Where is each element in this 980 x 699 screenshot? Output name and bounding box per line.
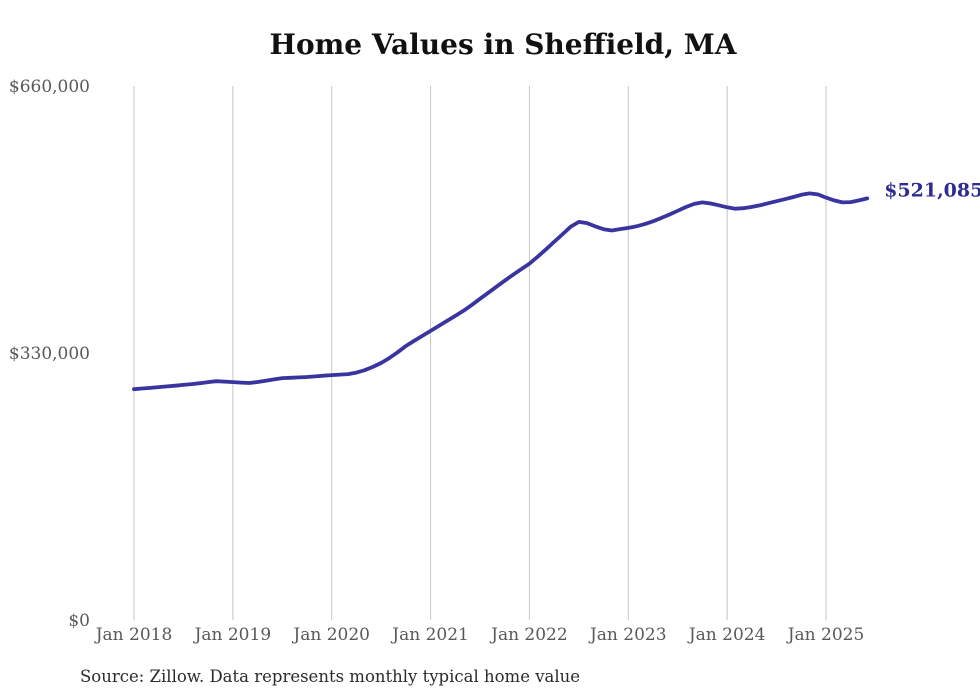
chart-title: Home Values in Sheffield, MA xyxy=(270,28,738,61)
x-tick-label: Jan 2025 xyxy=(786,625,865,645)
x-tick-label: Jan 2024 xyxy=(687,625,766,645)
x-tick-label: Jan 2020 xyxy=(291,625,370,645)
source-note: Source: Zillow. Data represents monthly … xyxy=(80,667,580,686)
gridlines xyxy=(133,86,827,620)
x-tick-label: Jan 2021 xyxy=(390,625,469,645)
x-tick-label: Jan 2019 xyxy=(193,625,272,645)
x-axis-tick-labels: Jan 2018 Jan 2019 Jan 2020 Jan 2021 Jan 2022… xyxy=(94,625,865,645)
home-value-line xyxy=(132,191,870,392)
latest-value-label: $521,085 xyxy=(884,179,980,201)
y-tick-label: $0 xyxy=(68,611,90,631)
x-tick-label: Jan 2023 xyxy=(588,625,667,645)
y-axis-tick-labels: $0 $330,000 $660,000 xyxy=(9,77,90,631)
y-tick-label: $660,000 xyxy=(9,77,90,97)
x-tick-label: Jan 2018 xyxy=(94,625,173,645)
x-tick-label: Jan 2022 xyxy=(489,625,568,645)
y-tick-label: $330,000 xyxy=(9,344,90,364)
